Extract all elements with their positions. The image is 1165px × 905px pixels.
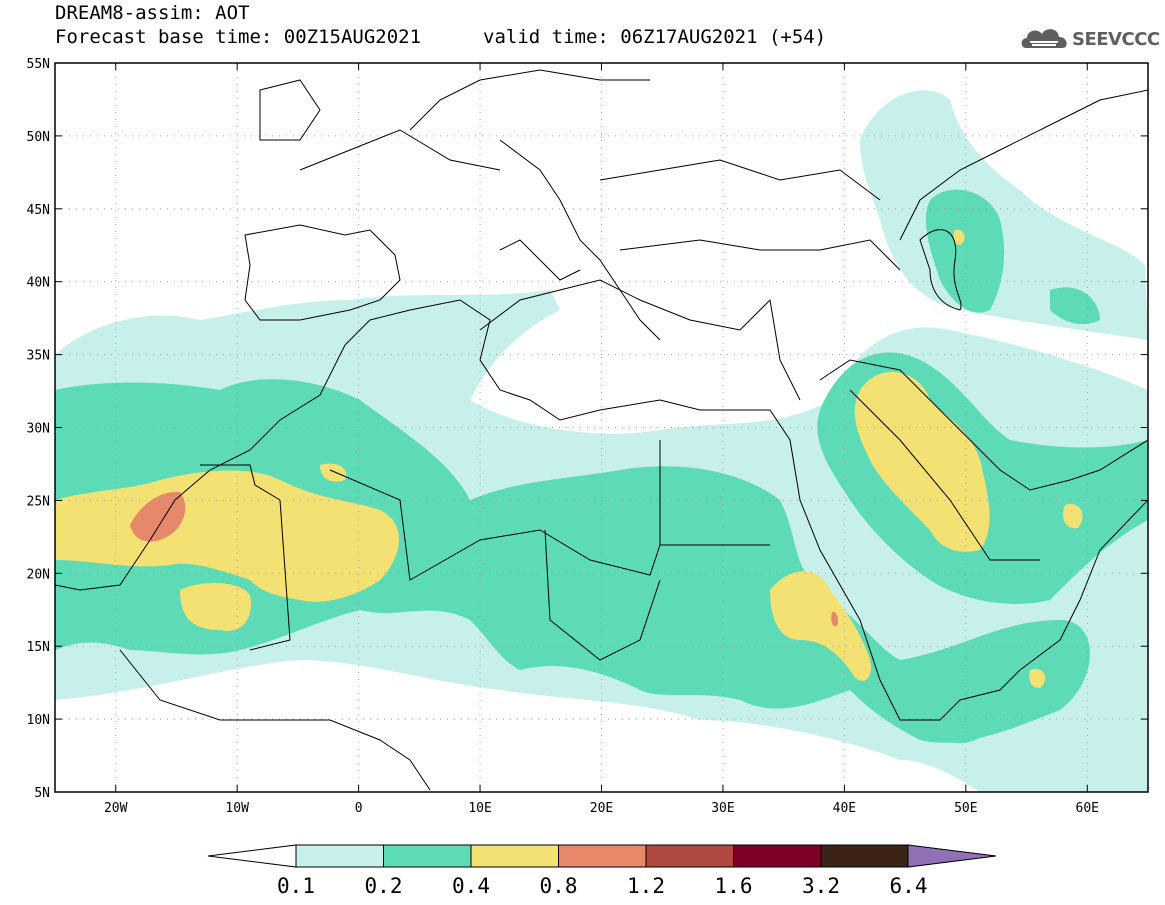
y-tick-label: 35N [27, 349, 50, 364]
colorbar-box [558, 844, 647, 868]
y-tick-label: 55N [27, 57, 50, 72]
colorbar-box [645, 844, 734, 868]
x-axis: 20W 10W 0 10E 20E 30E 40E 50E 60E [104, 63, 1099, 816]
colorbar-label: 0.8 [540, 874, 578, 898]
colorbar-box [470, 844, 559, 868]
colorbar-label: 0.4 [452, 874, 490, 898]
colorbar-label: 0.1 [277, 874, 315, 898]
aot-level-0-8 [130, 491, 839, 627]
y-tick-label: 25N [27, 494, 50, 509]
colorbar-low-arrow [207, 844, 297, 868]
x-tick-label: 30E [711, 801, 734, 816]
x-tick-label: 20W [104, 801, 128, 816]
x-tick-label: 10W [225, 801, 249, 816]
colorbar-label: 1.2 [627, 874, 665, 898]
y-tick-label: 5N [34, 786, 50, 801]
logo-text: SEEVCCC [1072, 29, 1160, 50]
colorbar-high-arrow [907, 844, 997, 868]
title-valid-time: valid time: 06Z17AUG2021 (+54) [483, 26, 827, 48]
y-tick-label: 30N [27, 422, 50, 437]
y-tick-label: 50N [27, 130, 50, 145]
colorbar-label: 0.2 [365, 874, 403, 898]
aot-level-0-4 [55, 229, 1083, 688]
colorbar: 0.1 0.2 0.4 0.8 1.2 1.6 3.2 6.4 [207, 844, 997, 898]
aot-field [55, 90, 1148, 792]
title-product: DREAM8-assim: AOT [55, 2, 250, 24]
coastlines-borders [55, 69, 1148, 791]
colorbar-box [733, 844, 822, 868]
colorbar-label: 3.2 [802, 874, 840, 898]
cloud-icon [1021, 29, 1067, 48]
colorbar-box [295, 844, 384, 868]
colorbar-label: 1.6 [715, 874, 753, 898]
x-tick-label: 60E [1076, 801, 1099, 816]
y-tick-label: 15N [27, 640, 50, 655]
y-tick-label: 20N [27, 567, 50, 582]
x-tick-label: 0 [355, 801, 363, 816]
x-tick-label: 10E [468, 801, 491, 816]
title-base-time: Forecast base time: 00Z15AUG2021 [55, 26, 422, 48]
y-tick-label: 10N [27, 713, 50, 728]
colorbar-label: 6.4 [890, 874, 928, 898]
y-axis: 55N 50N 45N 40N 35N 30N 25N 20N 15N 10N 5N [27, 57, 1148, 801]
y-tick-label: 40N [27, 276, 50, 291]
y-tick-label: 45N [27, 203, 50, 218]
colorbar-box [383, 844, 472, 868]
x-tick-label: 50E [954, 801, 977, 816]
x-tick-label: 20E [590, 801, 613, 816]
colorbar-box [820, 844, 909, 868]
x-tick-label: 40E [833, 801, 856, 816]
